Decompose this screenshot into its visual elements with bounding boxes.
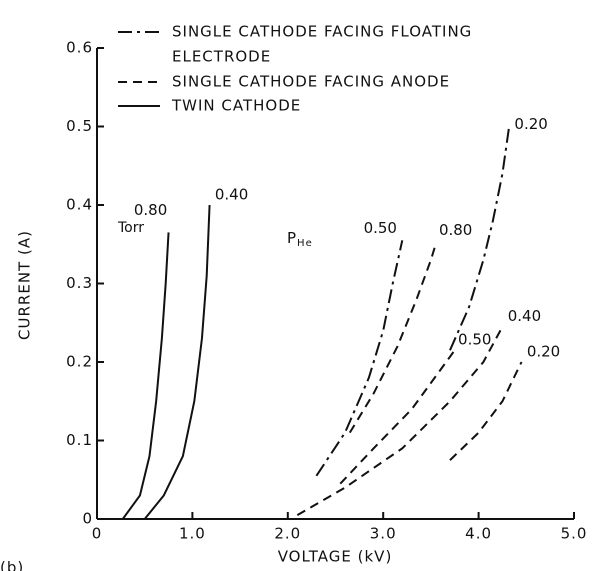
x-tick-label: 5.0 [561, 525, 588, 543]
legend-label: SINGLE CATHODE FACING ANODE [172, 73, 450, 91]
x-tick-label: 1.0 [179, 525, 206, 543]
legend-label: ELECTRODE [172, 48, 271, 66]
curve [296, 326, 504, 516]
y-tick-label: 0.3 [66, 274, 93, 292]
curve-label: 0.20 [514, 115, 547, 133]
pressure-symbol-main: P [287, 229, 297, 247]
curve-label: 0.40 [508, 307, 541, 325]
curve [315, 240, 404, 477]
legend-label: TWIN CATHODE [171, 97, 301, 115]
curve [449, 126, 511, 351]
curve-label: 0.80 [439, 221, 472, 239]
x-tick-label: 0 [92, 525, 103, 543]
x-tick-label: 2.0 [274, 525, 301, 543]
curve [449, 361, 523, 461]
curve-label: 0.50 [458, 331, 491, 349]
curve [143, 204, 211, 520]
y-tick-label: 0.1 [66, 431, 93, 449]
y-axis-label: CURRENT (A) [16, 230, 34, 340]
curve [339, 349, 456, 485]
y-tick-label: 0.4 [66, 196, 93, 214]
curve [121, 232, 170, 520]
curve-label: 0.80 [134, 201, 167, 219]
legend-label: SINGLE CATHODE FACING FLOATING [172, 23, 472, 41]
curve [348, 243, 437, 434]
y-tick-label: 0.6 [66, 39, 93, 57]
x-tick-label: 4.0 [465, 525, 492, 543]
y-tick-label: 0.5 [66, 117, 93, 135]
curve-label: 0.40 [215, 186, 248, 204]
x-axis-label: VOLTAGE (kV) [278, 548, 393, 566]
curve-label: 0.20 [527, 343, 560, 361]
panel-label: (b) [0, 559, 24, 571]
pressure-subscript: He [297, 238, 313, 249]
x-tick-label: 3.0 [370, 525, 397, 543]
curve-label: 0.50 [364, 219, 397, 237]
y-tick-label: 0.2 [66, 353, 93, 371]
y-tick-label: 0 [82, 510, 93, 528]
pressure-symbol: PHe [287, 229, 313, 250]
unit-label: Torr [117, 220, 144, 236]
